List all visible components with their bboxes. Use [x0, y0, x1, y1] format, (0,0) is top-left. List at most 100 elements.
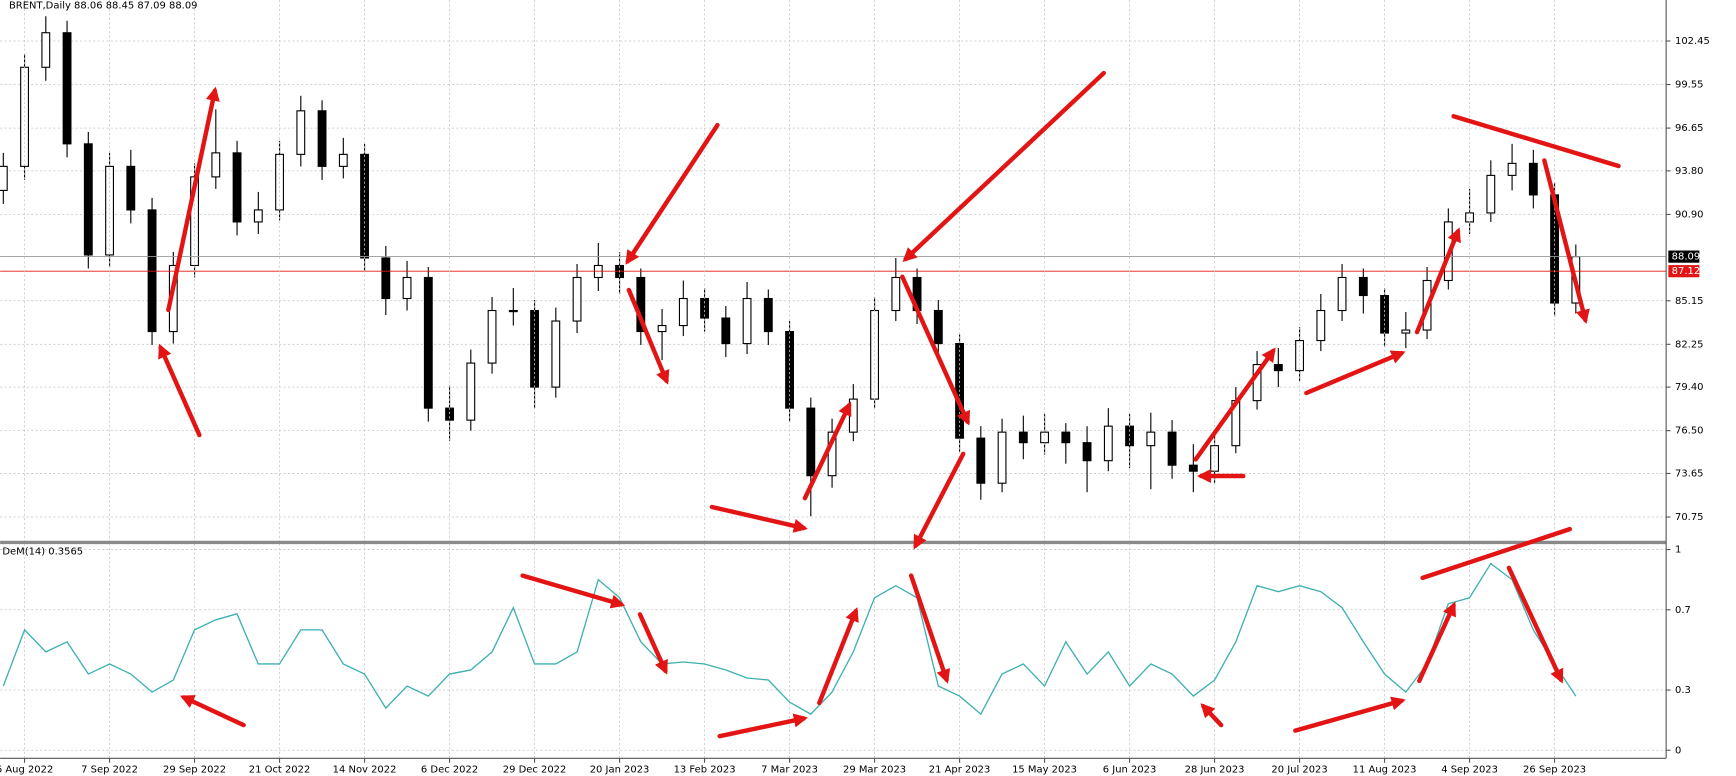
candle-body: [1401, 329, 1411, 334]
annotation-arrow: [1193, 347, 1276, 462]
marker-label: 87.12: [1672, 266, 1701, 277]
annotations: [158, 70, 1621, 739]
candle-body: [763, 297, 773, 333]
y-tick-label: 0.3: [1675, 685, 1691, 696]
x-tick-label: 20 Jul 2023: [1271, 764, 1327, 775]
x-tick-label: 4 Sep 2023: [1441, 764, 1498, 775]
annotation-arrow: [1414, 227, 1461, 335]
annotation-arrow: [908, 573, 951, 684]
candle-body: [806, 407, 816, 477]
y-tick-label: 79.40: [1675, 382, 1704, 393]
y-tick-label: 0.7: [1675, 605, 1691, 616]
candle-body: [1316, 309, 1326, 342]
y-tick-label: 96.65: [1675, 123, 1704, 134]
candle-body: [976, 437, 986, 484]
annotation-arrow: [625, 122, 720, 265]
candle-body: [1358, 276, 1368, 297]
y-tick-label: 93.80: [1675, 166, 1704, 177]
indicator-title: DeM(14) 0.3565: [2, 546, 83, 557]
candle-body: [742, 297, 752, 345]
candle-body: [126, 165, 136, 211]
candle-body: [211, 152, 221, 178]
annotation-trendline: [1420, 526, 1573, 581]
candle-body: [530, 309, 539, 388]
annotation-arrow: [802, 401, 852, 501]
candle-body: [1146, 431, 1156, 447]
x-tick-label: 6 Jun 2023: [1103, 764, 1157, 775]
annotation-arrow: [1293, 696, 1406, 733]
candle-body: [1061, 431, 1071, 444]
candle-body: [147, 209, 157, 333]
candle-body: [487, 309, 497, 364]
annotation-arrow: [520, 573, 626, 609]
y-tick-label: 102.45: [1675, 36, 1710, 47]
candle-body: [891, 276, 901, 312]
candle-body: [381, 257, 391, 300]
candle-body: [1337, 276, 1347, 312]
candle-body: [0, 165, 8, 191]
candle-body: [657, 324, 667, 333]
y-tick-label: 85.15: [1675, 296, 1704, 307]
x-tick-label: 6 Aug 2022: [0, 764, 53, 775]
x-tick-label: 29 Dec 2022: [503, 764, 567, 775]
candle-body: [1188, 464, 1198, 472]
candle-body: [41, 32, 51, 68]
candle-body: [1040, 431, 1049, 444]
y-tick-label: 0: [1675, 745, 1681, 756]
x-tick-label: 21 Oct 2022: [249, 764, 311, 775]
x-tick-label: 15 May 2023: [1012, 764, 1077, 775]
x-tick-label: 11 Aug 2023: [1353, 764, 1417, 775]
annotation-arrow: [913, 451, 966, 550]
candle-body: [62, 32, 72, 145]
x-tick-label: 7 Sep 2022: [81, 764, 138, 775]
y-tick-label: 90.90: [1675, 209, 1704, 220]
current-price-label: 88.09: [1672, 252, 1701, 263]
candle-body: [1486, 174, 1496, 214]
x-tick-label: 6 Dec 2022: [421, 764, 478, 775]
candle-body: [933, 309, 943, 345]
candle-body: [1082, 442, 1092, 462]
candle-body: [232, 152, 242, 223]
annotation-arrow: [717, 713, 808, 739]
candle-body: [83, 143, 93, 256]
candle-body: [1167, 431, 1177, 466]
candle-body: [338, 153, 348, 167]
y-tick-label: 99.55: [1675, 80, 1704, 91]
candle-body: [1507, 162, 1517, 176]
y-tick-label: 76.50: [1675, 426, 1704, 437]
current-price-box: [1668, 250, 1700, 263]
annotation-arrow: [1200, 703, 1224, 728]
annotation-arrow: [1417, 601, 1456, 684]
candle-body: [317, 110, 327, 167]
annotation-arrow: [1506, 565, 1564, 684]
x-tick-label: 7 Mar 2023: [761, 764, 818, 775]
candle-body: [508, 309, 518, 313]
x-tick-label: 13 Feb 2023: [674, 764, 736, 775]
annotation-arrow: [1542, 158, 1590, 325]
candle-body: [105, 165, 114, 256]
annotation-trendline: [1451, 114, 1621, 169]
x-tick-label: 21 Apr 2023: [929, 764, 991, 775]
x-tick-label: 20 Jan 2023: [590, 764, 650, 775]
chart-title: BRENT,Daily 88.06 88.45 87.09 88.09: [9, 1, 198, 12]
x-tick-label: 28 Jun 2023: [1185, 764, 1245, 775]
annotation-arrow: [626, 287, 670, 385]
candle-body: [1273, 364, 1283, 372]
annotation-arrow: [158, 343, 202, 438]
candle-body: [721, 317, 731, 345]
y-tick-label: 70.75: [1675, 512, 1704, 523]
candle-body: [253, 209, 263, 223]
indicator-line: [2, 562, 1577, 716]
candle-body: [423, 276, 433, 409]
annotation-arrow: [637, 612, 668, 675]
candle-body: [402, 276, 412, 300]
candle-body: [1528, 162, 1538, 196]
annotation-arrow: [180, 695, 246, 728]
annotation-arrow: [166, 86, 220, 313]
x-tick-label: 29 Mar 2023: [843, 764, 906, 775]
y-tick-label: 73.65: [1675, 468, 1704, 479]
annotation-arrow: [902, 70, 1107, 262]
candle-body: [551, 320, 561, 388]
annotation-arrow: [900, 274, 971, 426]
